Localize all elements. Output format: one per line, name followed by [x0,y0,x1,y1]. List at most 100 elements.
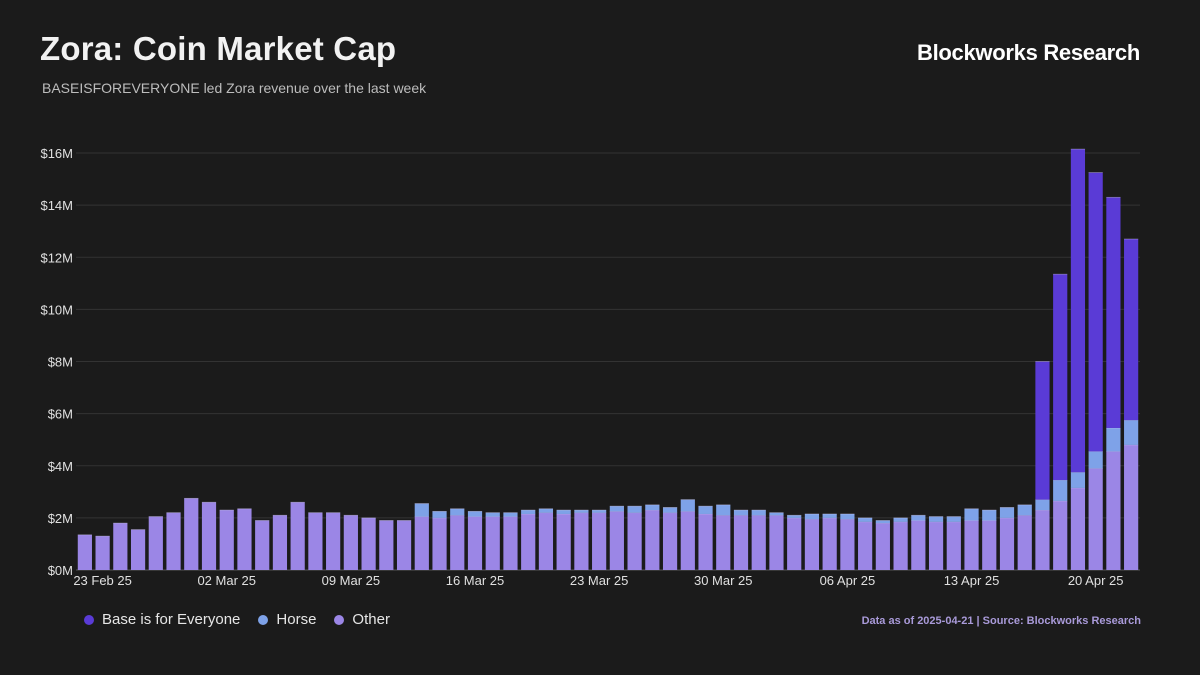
bar-segment-other[interactable] [538,512,554,570]
bar-segment-horse[interactable] [840,513,855,520]
bar-segment-other[interactable] [290,502,305,570]
bar-segment-base-is-for-everyone[interactable] [1070,149,1086,473]
bar-segment-horse[interactable] [1035,499,1050,511]
legend-item-base[interactable]: Base is for Everyone [84,611,240,628]
bar-segment-other[interactable] [716,515,731,570]
bar-segment-horse[interactable] [503,512,518,517]
bar-segment-other[interactable] [574,512,589,570]
bar-segment-other[interactable] [556,513,571,570]
bar-segment-other[interactable] [77,534,92,570]
bar-segment-other[interactable] [166,512,181,570]
bar-segment-other[interactable] [184,498,199,570]
bar-segment-horse[interactable] [574,510,589,513]
bar-segment-horse[interactable] [538,508,554,513]
bar-segment-other[interactable] [485,516,500,570]
bar-segment-other[interactable] [928,521,944,570]
bar-segment-horse[interactable] [556,510,571,514]
bar-segment-horse[interactable] [982,510,997,521]
bar-segment-other[interactable] [396,520,412,570]
bar-segment-other[interactable] [272,515,288,570]
bar-segment-horse[interactable] [733,510,749,516]
bar-segment-other[interactable] [130,529,146,570]
bar-segment-other[interactable] [627,512,642,570]
bar-segment-other[interactable] [804,519,820,570]
bar-segment-horse[interactable] [467,511,483,517]
bar-segment-other[interactable] [911,520,926,570]
bar-segment-horse[interactable] [485,512,500,517]
bar-segment-other[interactable] [680,511,695,570]
bar-segment-horse[interactable] [627,506,642,513]
bar-segment-other[interactable] [450,515,465,570]
bar-segment-horse[interactable] [698,506,713,514]
legend-item-horse[interactable]: Horse [258,611,316,628]
bar-segment-other[interactable] [201,502,217,570]
bar-segment-other[interactable] [858,521,873,570]
bar-segment-other[interactable] [698,513,713,570]
bar-segment-other[interactable] [237,508,252,570]
bar-segment-horse[interactable] [521,510,536,514]
bar-segment-other[interactable] [592,512,607,570]
bar-segment-horse[interactable] [662,507,678,513]
bar-segment-horse[interactable] [946,516,961,522]
bar-segment-horse[interactable] [893,517,908,522]
bar-segment-other[interactable] [1088,468,1103,570]
bar-segment-horse[interactable] [875,520,890,524]
bar-segment-other[interactable] [503,516,518,570]
bar-segment-other[interactable] [840,519,855,570]
bar-segment-horse[interactable] [822,513,837,518]
bar-segment-other[interactable] [822,517,837,570]
bar-segment-other[interactable] [148,516,163,570]
bar-segment-horse[interactable] [964,508,979,521]
bar-segment-other[interactable] [1053,500,1068,570]
bar-segment-other[interactable] [662,512,678,570]
bar-segment-horse[interactable] [1106,427,1121,452]
bar-segment-horse[interactable] [999,507,1015,518]
bar-segment-base-is-for-everyone[interactable] [1124,239,1139,421]
bar-segment-other[interactable] [982,520,997,570]
bar-segment-horse[interactable] [751,510,766,516]
bar-segment-other[interactable] [521,513,536,570]
bar-segment-other[interactable] [645,510,660,570]
bar-segment-other[interactable] [467,516,483,570]
bar-segment-other[interactable] [733,515,749,570]
bar-segment-horse[interactable] [450,508,465,516]
bar-segment-horse[interactable] [592,510,607,513]
bar-segment-horse[interactable] [1017,504,1032,516]
bar-segment-other[interactable] [999,517,1015,570]
bar-segment-horse[interactable] [769,512,784,516]
bar-segment-horse[interactable] [1070,472,1086,488]
bar-segment-horse[interactable] [787,515,802,518]
bar-segment-other[interactable] [432,517,447,570]
bar-segment-other[interactable] [787,517,802,570]
bar-segment-horse[interactable] [414,503,429,517]
bar-segment-base-is-for-everyone[interactable] [1106,197,1121,428]
bar-segment-horse[interactable] [1053,480,1068,501]
bar-segment-horse[interactable] [1088,451,1103,469]
bar-segment-other[interactable] [946,521,961,570]
bar-segment-other[interactable] [361,517,376,570]
bar-segment-other[interactable] [751,515,766,570]
bar-segment-horse[interactable] [645,504,660,511]
bar-segment-other[interactable] [769,515,784,570]
bar-segment-other[interactable] [609,511,624,570]
bar-segment-base-is-for-everyone[interactable] [1035,361,1050,500]
bar-segment-horse[interactable] [716,504,731,516]
bar-segment-horse[interactable] [609,506,624,512]
bar-segment-other[interactable] [1124,444,1139,570]
bar-segment-other[interactable] [326,512,341,570]
bar-segment-other[interactable] [964,520,979,570]
bar-segment-other[interactable] [414,516,429,570]
bar-segment-horse[interactable] [680,499,695,512]
bar-segment-other[interactable] [875,523,890,570]
bar-segment-other[interactable] [95,536,110,570]
bar-segment-other[interactable] [308,512,323,570]
bar-segment-other[interactable] [893,521,908,570]
bar-segment-horse[interactable] [858,517,873,522]
bar-segment-other[interactable] [113,523,128,570]
bar-segment-other[interactable] [219,510,234,570]
bar-segment-other[interactable] [1035,510,1050,570]
bar-segment-horse[interactable] [804,513,820,520]
bar-segment-base-is-for-everyone[interactable] [1088,172,1103,452]
bar-segment-horse[interactable] [911,515,926,521]
bar-segment-other[interactable] [255,520,270,570]
